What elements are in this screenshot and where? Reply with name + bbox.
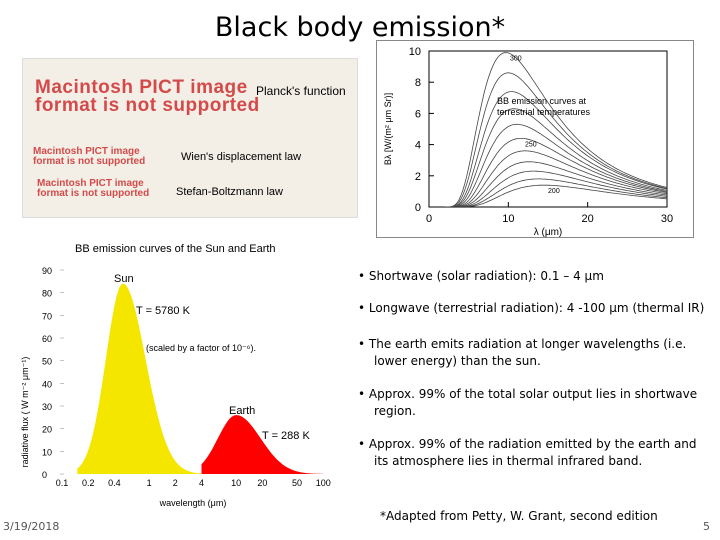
x-tick-label: 1 <box>147 478 152 488</box>
x-tick-label: 10 <box>231 478 241 488</box>
x-tick-label: 0.2 <box>82 478 95 488</box>
pict-unsupported-small-1: Macintosh PICT image format is not suppo… <box>33 146 153 167</box>
stefan-boltzmann-label: Stefan-Boltzmann law <box>176 186 283 198</box>
bullet-line: lower energy) than the sun. <box>374 354 541 368</box>
pict-placeholder-panel: Macintosh PICT image format is not suppo… <box>22 58 358 218</box>
x-tick-label: 20 <box>257 478 267 488</box>
footnote: *Adapted from Petty, W. Grant, second ed… <box>380 509 658 523</box>
bb-curve <box>444 170 667 207</box>
sun-scale-note: (scaled by a factor of 10⁻⁶). <box>146 343 256 353</box>
plot-frame <box>428 50 668 208</box>
bb-curve <box>444 184 667 207</box>
sun-area <box>77 283 202 474</box>
sun-label: Sun <box>114 273 134 285</box>
slide-title: Black body emission* <box>214 12 506 43</box>
y-axis-label: Bλ [W/(m² μm Sr)] <box>383 93 393 165</box>
y-tick-label: 4 <box>415 140 421 152</box>
bullet-item: • Approx. 99% of the total solar output … <box>358 386 697 420</box>
bb-curve <box>444 161 667 207</box>
sun-earth-caption: BB emission curves of the Sun and Earth <box>75 243 276 255</box>
y-tick-label: 0 <box>42 470 47 480</box>
x-tick-label: 0.1 <box>56 478 69 488</box>
x-tick-label: 100 <box>316 478 331 488</box>
bullet-line: region. <box>374 404 416 418</box>
bullet-line: its atmosphere lies in thermal infrared … <box>374 454 643 468</box>
y-tick-label: 10 <box>42 447 52 457</box>
curve-group <box>444 52 667 207</box>
bullet-line: • Longwave (terrestrial radiation): 4 -1… <box>358 301 705 315</box>
footer-date: 3/19/2018 <box>3 520 60 533</box>
y-tick-label: 0 <box>415 202 421 214</box>
bullet-item: • Approx. 99% of the radiation emitted b… <box>358 436 697 470</box>
y-tick-label: 40 <box>42 379 52 389</box>
bullet-item: • Shortwave (solar radiation): 0.1 – 4 μ… <box>358 268 604 285</box>
pict-unsupported-text: Macintosh PICT image format is not suppo… <box>35 77 260 117</box>
x-tick-label: 0.4 <box>108 478 121 488</box>
y-tick-label: 30 <box>42 402 52 412</box>
bullet-line: • Shortwave (solar radiation): 0.1 – 4 μ… <box>358 269 604 283</box>
bb-curves-panel: 0 2 4 6 8 10 0 10 20 30 λ (μm) Bλ [W/(m² μm Sr)] 300… <box>376 40 694 238</box>
bb-curve <box>444 91 667 207</box>
earth-label: Earth <box>229 405 255 417</box>
bb-curve <box>444 108 667 207</box>
x-axis-label: λ (μm) <box>534 227 563 237</box>
earth-temperature-label: T = 288 K <box>262 430 310 442</box>
temperature-label: 250 <box>525 141 537 148</box>
y-tick-label: 2 <box>415 171 421 183</box>
sun-earth-chart: 0 10 20 30 40 50 60 70 80 90 0.1 0.2 0.4 1 2 4 10 20 50 100… <box>20 266 331 508</box>
sun-temperature-label: T = 5780 K <box>136 305 191 317</box>
y-tick-label: 50 <box>42 357 52 367</box>
bullet-line: • The earth emits radiation at longer wa… <box>358 337 687 351</box>
bb-curve <box>444 138 667 207</box>
y-tick-label: 10 <box>409 46 421 58</box>
bb-curve <box>444 52 667 207</box>
pict-unsupported-text: Macintosh PICT image format is not suppo… <box>37 178 150 199</box>
bb-curve <box>444 150 667 207</box>
planck-function-label: Planck's function <box>256 84 346 98</box>
x-tick-label: 50 <box>292 478 302 488</box>
x-tick-label: 20 <box>582 213 594 225</box>
y-tick-label: 8 <box>415 77 421 89</box>
y-tick-label: 6 <box>415 108 421 120</box>
y-axis-label: radiative flux ( W m⁻² μm⁻¹) <box>20 357 30 468</box>
bullet-item: • Longwave (terrestrial radiation): 4 -1… <box>358 300 704 317</box>
page-number: 5 <box>703 520 710 533</box>
bb-curve <box>444 72 667 207</box>
temperature-label: 200 <box>548 188 560 195</box>
y-tick-label: 20 <box>42 425 52 435</box>
y-tick-label: 90 <box>42 266 52 276</box>
bullet-line: • Approx. 99% of the total solar output … <box>358 387 698 401</box>
pict-unsupported-large: Macintosh PICT image format is not suppo… <box>35 77 265 117</box>
temperature-label: 300 <box>510 56 522 63</box>
bb-curve <box>444 178 667 207</box>
y-tick-label: 60 <box>42 334 52 344</box>
x-tick-label: 2 <box>173 478 178 488</box>
bb-curve <box>444 123 667 207</box>
x-tick-label: 30 <box>661 213 673 225</box>
x-tick-label: 0 <box>426 213 432 225</box>
x-tick-label: 4 <box>199 478 204 488</box>
x-tick-label: 10 <box>502 213 514 225</box>
y-tick-label: 80 <box>42 289 52 299</box>
bb-curves-caption: BB emission curves at terrestrial temper… <box>497 96 591 117</box>
pict-unsupported-small-2: Macintosh PICT image format is not suppo… <box>37 178 157 199</box>
y-tick-label: 70 <box>42 311 52 321</box>
bullet-item: • The earth emits radiation at longer wa… <box>358 336 686 370</box>
bb-curves-chart: 0 2 4 6 8 10 0 10 20 30 λ (μm) Bλ [W/(m² μm Sr)] 300… <box>383 46 673 238</box>
earth-area <box>201 415 324 474</box>
wien-law-label: Wien's displacement law <box>181 151 302 163</box>
pict-unsupported-text: Macintosh PICT image format is not suppo… <box>33 146 146 167</box>
bullet-line: • Approx. 99% of the radiation emitted b… <box>358 437 697 451</box>
x-axis-label: wavelength (μm) <box>159 498 227 508</box>
